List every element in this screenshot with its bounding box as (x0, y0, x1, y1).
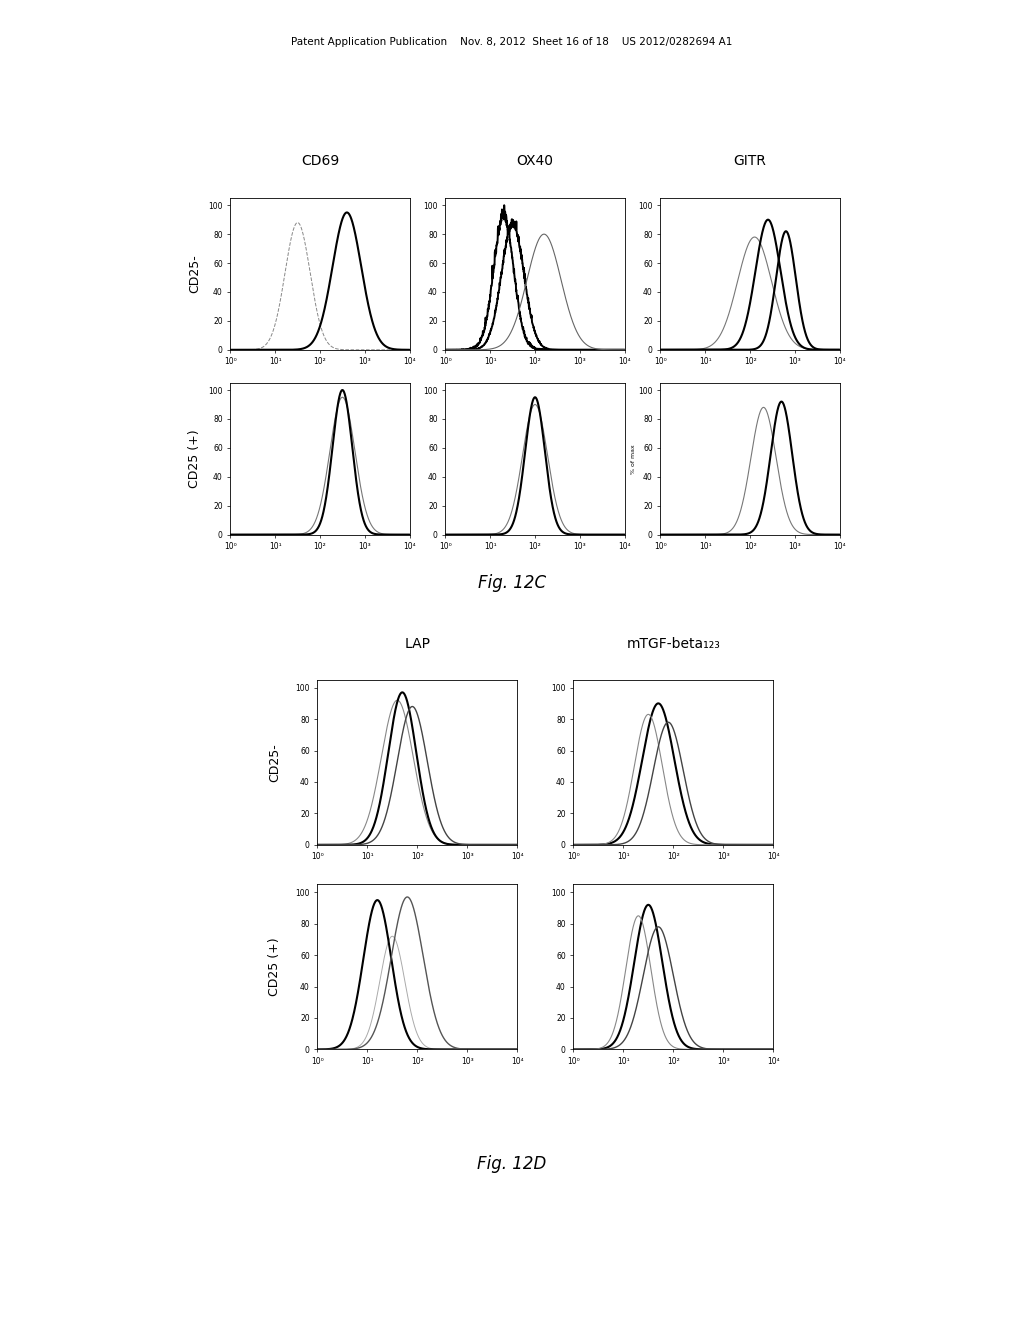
Text: GITR: GITR (733, 154, 767, 168)
Text: LAP: LAP (404, 638, 430, 651)
Text: CD25 (+): CD25 (+) (268, 937, 281, 997)
Text: Patent Application Publication    Nov. 8, 2012  Sheet 16 of 18    US 2012/028269: Patent Application Publication Nov. 8, 2… (291, 37, 733, 48)
Text: CD69: CD69 (301, 154, 339, 168)
Text: Fig. 12C: Fig. 12C (478, 574, 546, 593)
Text: Fig. 12D: Fig. 12D (477, 1155, 547, 1173)
Text: CD25-: CD25- (268, 743, 281, 781)
Text: CD25 (+): CD25 (+) (188, 429, 201, 488)
Y-axis label: % of max: % of max (631, 444, 636, 474)
Text: CD25-: CD25- (188, 255, 201, 293)
Text: OX40: OX40 (516, 154, 554, 168)
Text: mTGF-beta₁₂₃: mTGF-beta₁₂₃ (627, 638, 720, 651)
